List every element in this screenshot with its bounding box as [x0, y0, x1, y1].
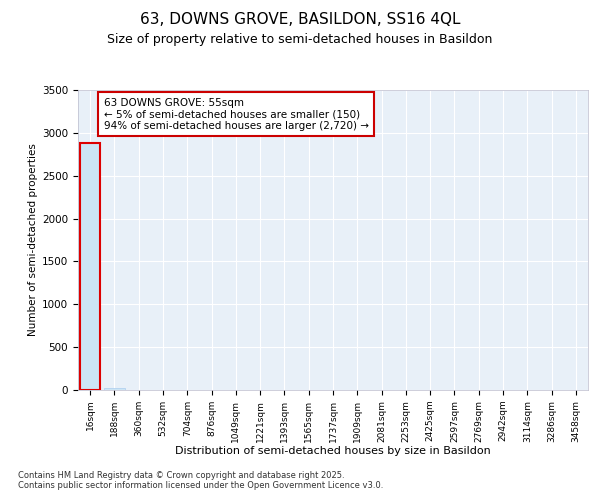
Bar [80, 143, 100, 390]
Text: Size of property relative to semi-detached houses in Basildon: Size of property relative to semi-detach… [107, 32, 493, 46]
Text: 63 DOWNS GROVE: 55sqm
← 5% of semi-detached houses are smaller (150)
94% of semi: 63 DOWNS GROVE: 55sqm ← 5% of semi-detac… [104, 98, 368, 130]
Text: Contains HM Land Registry data © Crown copyright and database right 2025.
Contai: Contains HM Land Registry data © Crown c… [18, 470, 383, 490]
X-axis label: Distribution of semi-detached houses by size in Basildon: Distribution of semi-detached houses by … [175, 446, 491, 456]
Bar [104, 388, 125, 390]
Y-axis label: Number of semi-detached properties: Number of semi-detached properties [28, 144, 38, 336]
Text: 63, DOWNS GROVE, BASILDON, SS16 4QL: 63, DOWNS GROVE, BASILDON, SS16 4QL [140, 12, 460, 28]
